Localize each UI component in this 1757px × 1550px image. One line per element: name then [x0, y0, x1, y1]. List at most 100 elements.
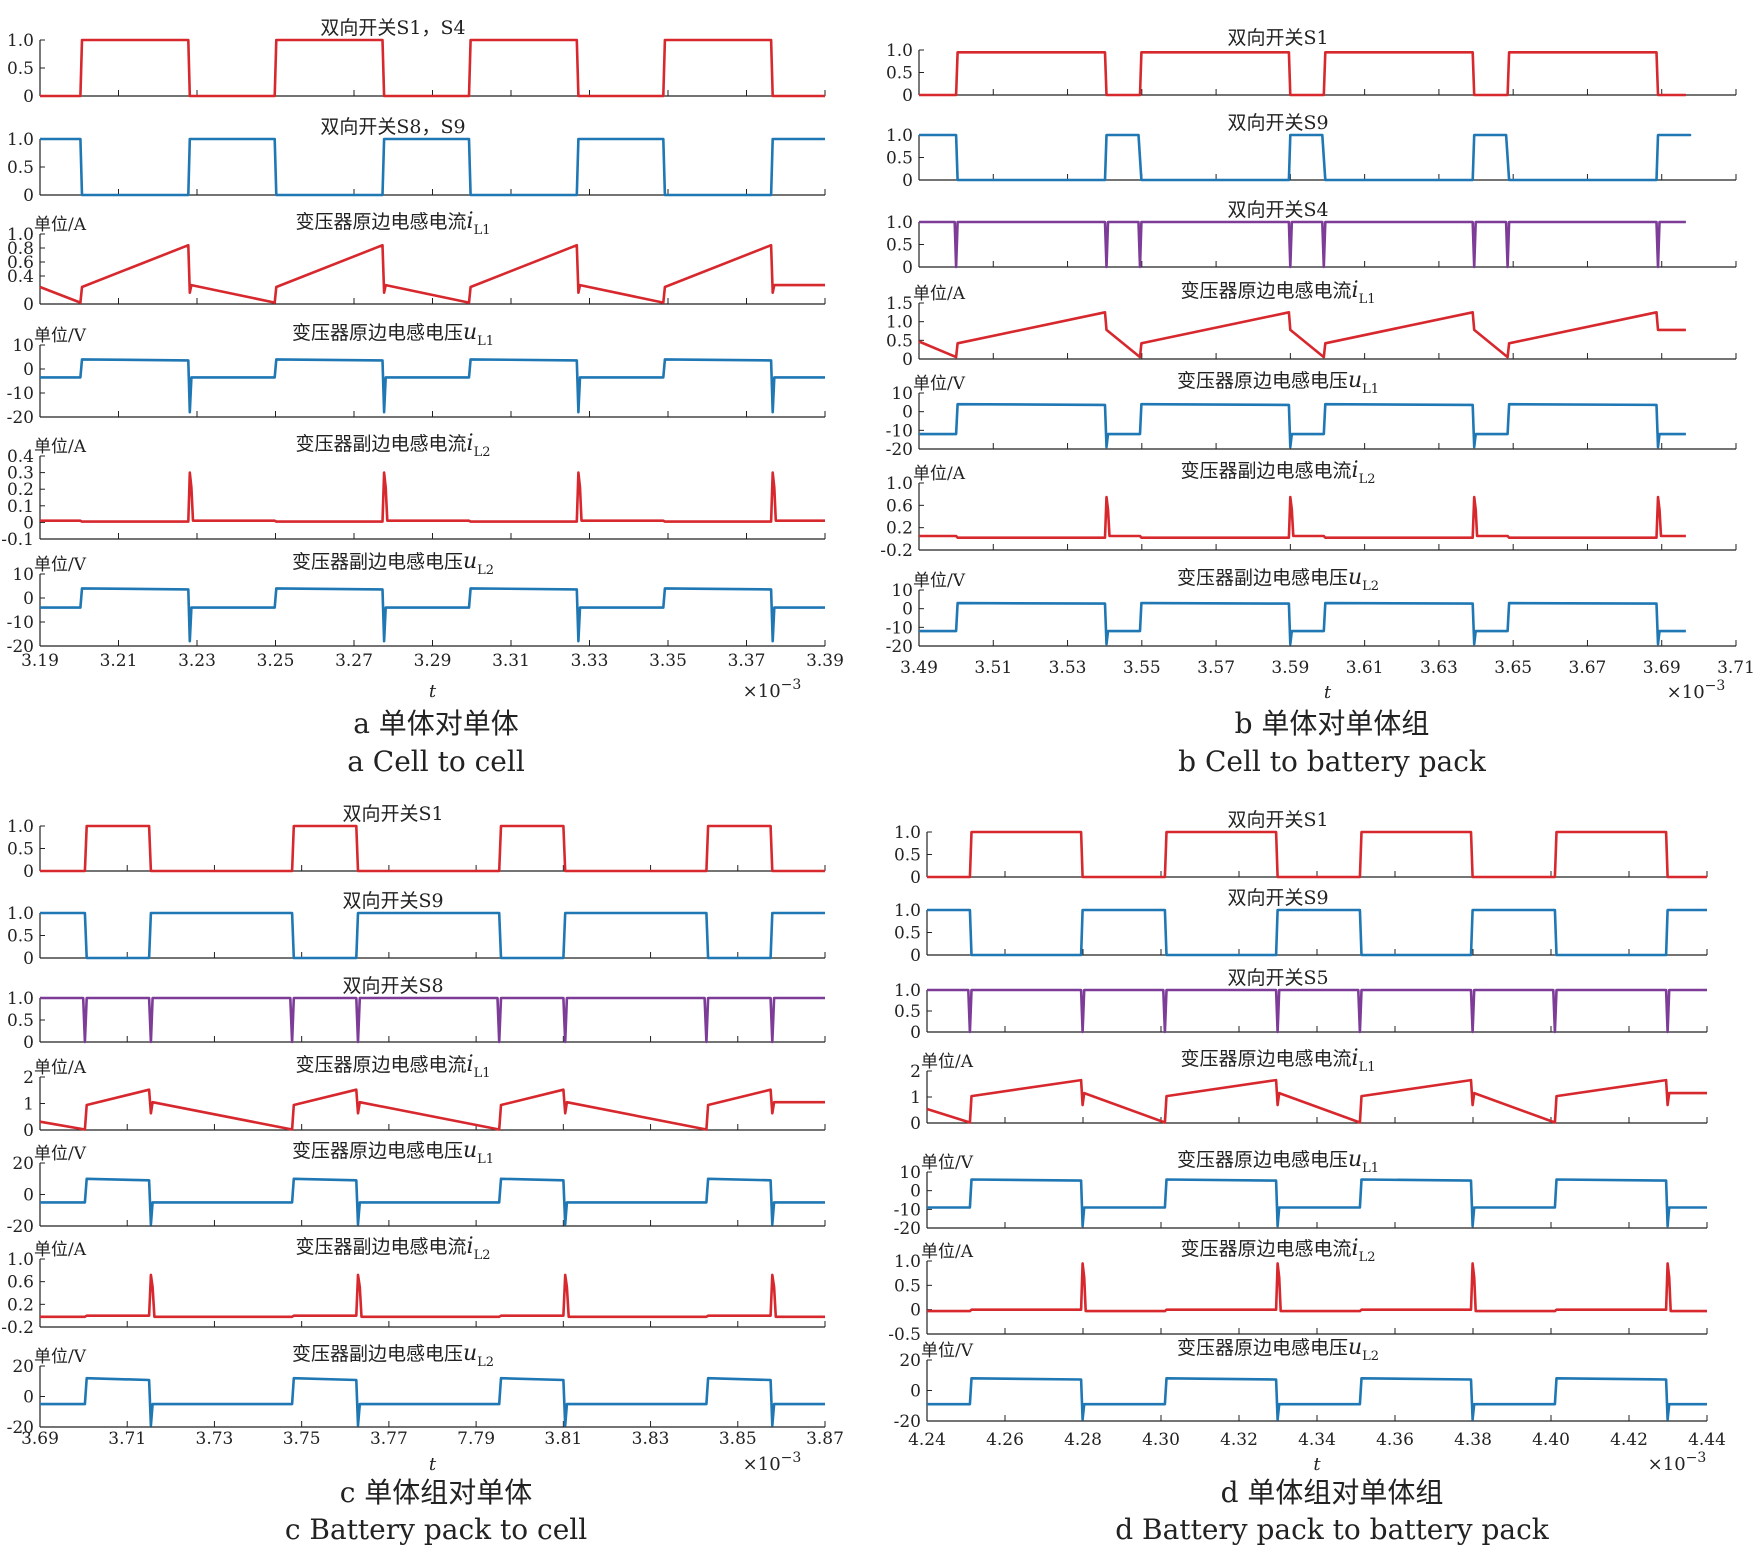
x-axis-label: t	[429, 681, 437, 702]
y-tick-label: 0	[910, 868, 921, 888]
x-tick-label: 3.75	[283, 1429, 321, 1449]
x-tick-label: 4.38	[1454, 1430, 1492, 1450]
panel-a-4: 10 0 -10 -20 单位/V 变压器原边电感电压uL1	[7, 320, 826, 428]
x-tick-label: 4.34	[1298, 1430, 1336, 1450]
y-tick-label: 0.6	[7, 253, 34, 273]
panel-d-7: 20 0 -20 单位/V 变压器原边电感电压uL2	[894, 1335, 1708, 1432]
panel-title: 双向开关S8，S9	[320, 116, 465, 138]
series-line	[927, 908, 1707, 957]
series-line	[40, 137, 825, 197]
x-tick-label: 3.27	[335, 651, 373, 671]
unit-label: 单位/V	[34, 555, 87, 575]
x-tick-label: 3.61	[1346, 658, 1384, 678]
y-tick-label: -10	[894, 1200, 921, 1220]
panel-a-2: 1.0 0.5 0 双向开关S8，S9	[7, 116, 826, 206]
series-line	[40, 824, 825, 873]
y-tick-label: 1.0	[7, 130, 34, 150]
panel-title: 双向开关S1	[1227, 809, 1328, 831]
y-tick-label: -20	[7, 408, 34, 428]
panel-title: 变压器原边电感电压uL1	[292, 320, 494, 349]
panel-d-4: 2 1 0 单位/A 变压器原边电感电流iL1	[910, 1046, 1708, 1134]
panel-d-6: 1.0 0.5 0 -0.5 单位/A 变压器原边电感电流iL2	[888, 1236, 1708, 1345]
unit-label: 单位/V	[34, 1347, 87, 1367]
unit-label: 单位/V	[913, 571, 966, 591]
y-tick-label: 0	[23, 1186, 34, 1206]
x-tick-label: 3.57	[1197, 658, 1235, 678]
x-tick-label: 3.77	[370, 1429, 408, 1449]
y-tick-label: 0.5	[7, 927, 34, 947]
panel-b-3: 1.0 0.50 双向开关S4	[886, 199, 1737, 278]
series-line	[919, 220, 1686, 269]
x-tick-label: 4.40	[1532, 1430, 1570, 1450]
y-tick-label: -20	[7, 637, 34, 657]
y-tick-label: 1.0	[7, 1250, 34, 1270]
x-tick-label: 4.44	[1688, 1430, 1726, 1450]
panel-c-1: 1.0 0.50 双向开关S1	[7, 803, 826, 882]
x-tick-label: 4.36	[1376, 1430, 1414, 1450]
subfigure-d: 1.00.50双向开关S11.00.50双向开关S91.00.50双向开关S52…	[888, 809, 1726, 1475]
x-axis-label: t	[1324, 682, 1332, 703]
x-tick-label: 3.25	[257, 651, 295, 671]
y-tick-label: 0	[910, 1114, 921, 1134]
unit-label: 单位/A	[921, 1242, 974, 1262]
panel-title: 变压器副边电感电压uL2	[1177, 565, 1379, 594]
series-line	[919, 51, 1686, 97]
caption-a-en: a Cell to cell	[347, 745, 525, 778]
y-tick-label: 0.5	[7, 158, 34, 178]
unit-label: 单位/A	[34, 1058, 87, 1078]
unit-label: 单位/A	[913, 464, 966, 484]
x-tick-label: 3.53	[1049, 658, 1087, 678]
y-tick-label: 1	[23, 1095, 34, 1115]
y-tick-label: 10	[899, 1163, 921, 1183]
panel-title: 变压器原边电感电流iL1	[1181, 1046, 1376, 1075]
panel-b-5: 100-10-20 单位/V 变压器原边电感电压uL1	[886, 368, 1737, 460]
y-tick-label: 0	[902, 350, 913, 370]
y-tick-label: 0	[902, 171, 913, 191]
y-tick-label: 0.8	[7, 239, 34, 259]
subfigure-b: 1.00.50双向开关S11.00.50双向开关S91.00.50双向开关S41…	[880, 27, 1755, 703]
series-line	[927, 830, 1707, 879]
y-tick-label: -20	[7, 1418, 34, 1438]
series-line	[40, 358, 825, 414]
x-tick-label: 3.55	[1123, 658, 1161, 678]
x-tick-label: 4.28	[1064, 1430, 1102, 1450]
y-tick-label: 0.5	[894, 924, 921, 944]
y-tick-label: 2	[23, 1068, 34, 1088]
series-line	[919, 601, 1686, 646]
y-tick-label: -0.5	[888, 1325, 921, 1345]
panel-title: 变压器原边电感电压uL1	[1177, 368, 1379, 397]
y-tick-label: 20	[12, 1154, 34, 1174]
panel-title: 变压器原边电感电压uL1	[1177, 1147, 1379, 1176]
y-tick-label: 0.5	[886, 236, 913, 256]
x-tick-label: 4.24	[908, 1430, 946, 1450]
caption-c-cn: c 单体组对单体	[339, 1476, 533, 1509]
unit-label: 单位/V	[34, 1144, 87, 1164]
y-tick-label: -0.2	[880, 541, 913, 561]
series-line	[927, 1377, 1707, 1421]
y-tick-label: 2	[910, 1062, 921, 1082]
x-tick-label: 3.87	[806, 1429, 844, 1449]
y-tick-label: 0	[23, 589, 34, 609]
series-line	[926, 1078, 1707, 1124]
y-tick-label: 0	[902, 258, 913, 278]
panel-d-1: 1.0 0.50 双向开关S1	[894, 809, 1708, 888]
unit-label: 单位/V	[921, 1153, 974, 1173]
panel-title: 变压器副边电感电流iL2	[296, 1234, 491, 1263]
y-tick-label: 1.5	[886, 294, 913, 314]
x-tick-label: 3.51	[974, 658, 1012, 678]
x-tick-label: 4.30	[1142, 1430, 1180, 1450]
y-tick-label: 1	[910, 1088, 921, 1108]
caption-d-cn: d 单体组对单体组	[1220, 1476, 1444, 1509]
y-tick-label: 10	[12, 336, 34, 356]
x-tick-label: 3.83	[632, 1429, 670, 1449]
unit-label: 单位/V	[913, 374, 966, 394]
series-line	[927, 988, 1707, 1034]
panel-title: 双向开关S4	[1227, 199, 1328, 221]
y-tick-label: 0	[910, 946, 921, 966]
y-tick-label: 0	[902, 600, 913, 620]
series-line	[40, 38, 825, 98]
panel-b-7: 100-10-20 单位/V 变压器副边电感电压uL2	[886, 565, 1737, 657]
panel-c-6: 1.0 0.60.2 -0.2 单位/A 变压器副边电感电流iL2	[1, 1234, 826, 1338]
y-tick-label: 0	[23, 186, 34, 206]
